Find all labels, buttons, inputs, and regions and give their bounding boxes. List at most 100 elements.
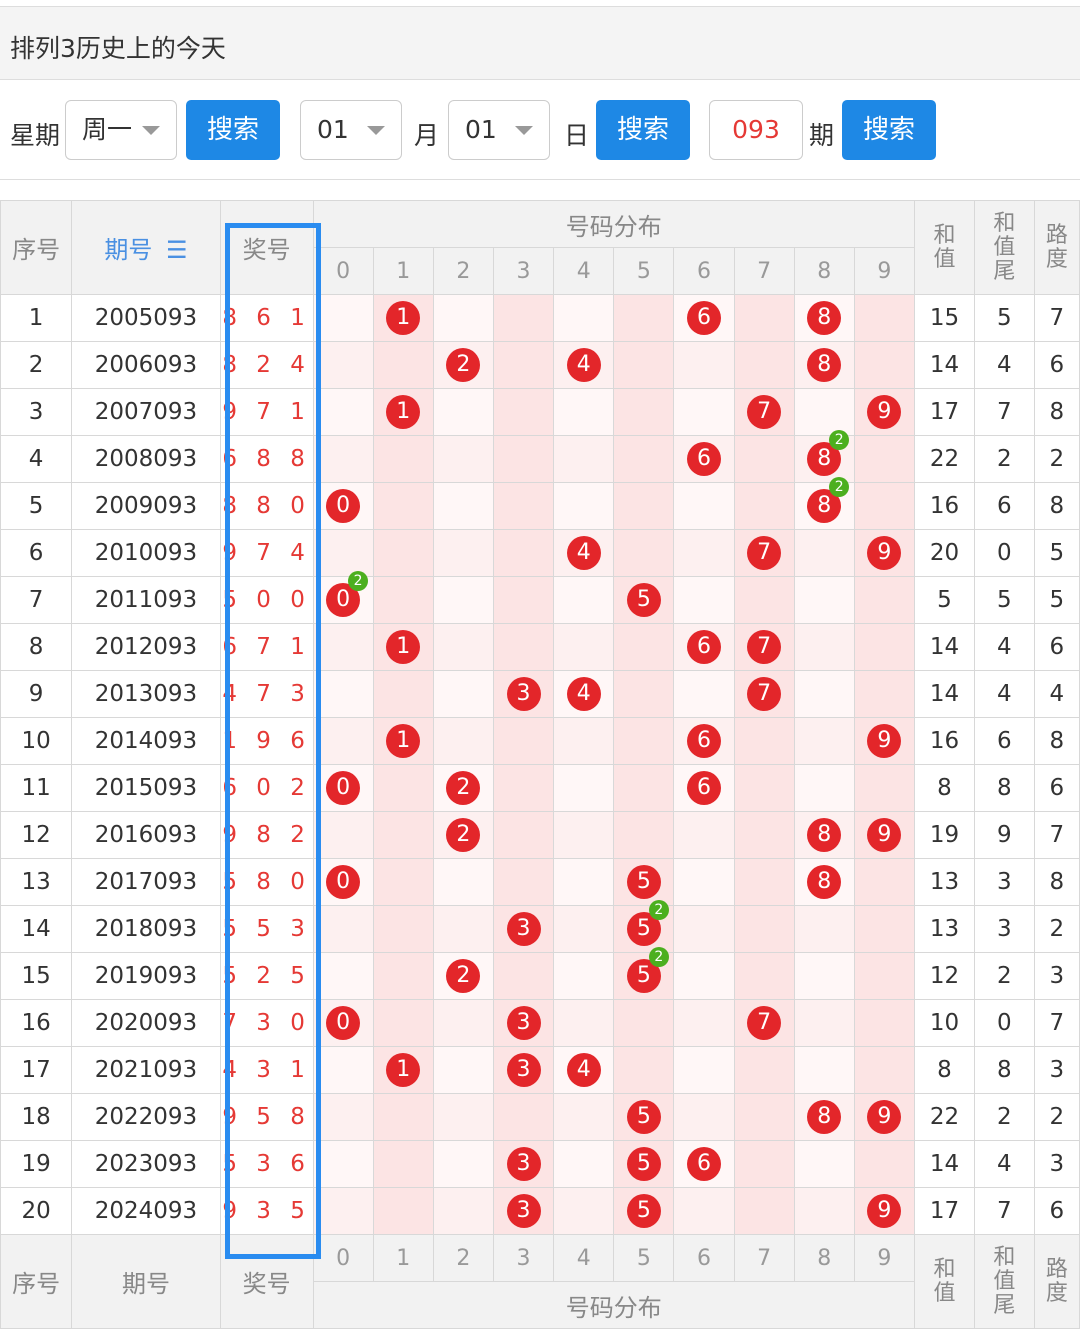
- sum-tail-cell: 7: [973, 1187, 1035, 1235]
- number-ball: 2: [446, 959, 481, 993]
- day-select[interactable]: 01: [448, 100, 550, 160]
- number-ball: 8: [807, 301, 842, 335]
- search-weekday-button[interactable]: 搜索: [186, 100, 280, 160]
- period-cell: 2014093: [71, 717, 221, 765]
- digit-cell: [372, 1093, 434, 1141]
- seq-cell: 7: [0, 576, 73, 624]
- search-issue-button[interactable]: 搜索: [842, 100, 936, 160]
- table-row: 1 2005093 8 6 1 1 6 8 15 5 7: [0, 294, 1080, 342]
- digit-cell: [553, 1140, 615, 1188]
- number-ball: 7: [747, 630, 782, 664]
- prize-cell: 9 3 5: [219, 1187, 314, 1235]
- digit-cell: 0: [312, 482, 374, 530]
- table-row: 19 2023093 5 3 6 3 5 6 14 4 3: [0, 1140, 1080, 1188]
- sum-cell: 22: [913, 435, 975, 483]
- digit-cell: [673, 952, 735, 1000]
- number-ball: 9: [867, 724, 902, 758]
- search-date-button[interactable]: 搜索: [596, 100, 690, 160]
- period-cell: 2017093: [71, 858, 221, 906]
- day-select-value: 01: [465, 115, 497, 144]
- number-ball: 9: [867, 1194, 902, 1228]
- road-cell: 6: [1033, 623, 1080, 671]
- chevron-down-icon: [367, 126, 385, 135]
- road-cell: 2: [1033, 435, 1080, 483]
- digit-cell: [613, 717, 675, 765]
- seq-cell: 5: [0, 482, 73, 530]
- digit-cell: [492, 1093, 555, 1141]
- period-cell: 2007093: [71, 388, 221, 436]
- seq-cell: 3: [0, 388, 73, 436]
- footer-digit: 1: [372, 1234, 434, 1282]
- road-cell: 6: [1033, 1187, 1080, 1235]
- digit-cell: [312, 341, 374, 389]
- number-ball: 5: [626, 1147, 661, 1181]
- digit-cell: [372, 764, 434, 812]
- digit-cell: [673, 341, 735, 389]
- header-digit: 6: [673, 247, 735, 295]
- sum-tail-cell: 2: [973, 435, 1035, 483]
- digit-cell: [673, 529, 735, 577]
- digit-cell: [673, 1046, 735, 1094]
- digit-cell: 5: [613, 1187, 675, 1235]
- sum-tail-cell: 3: [973, 905, 1035, 953]
- header-digit: 4: [553, 247, 615, 295]
- digit-cell: [432, 529, 494, 577]
- digit-cell: [673, 482, 735, 530]
- sum-cell: 15: [913, 294, 975, 342]
- digit-cell: [853, 952, 915, 1000]
- digit-cell: [673, 858, 735, 906]
- digit-cell: 3: [492, 1140, 555, 1188]
- table-row: 18 2022093 9 5 8 5 8 9 22 2 2: [0, 1093, 1080, 1141]
- sum-tail-cell: 4: [973, 1140, 1035, 1188]
- sort-icon[interactable]: ☰: [166, 236, 188, 264]
- sum-cell: 14: [913, 1140, 975, 1188]
- issue-input[interactable]: 093: [709, 100, 803, 160]
- sum-tail-cell: 4: [973, 670, 1035, 718]
- weekday-select[interactable]: 周一: [65, 100, 177, 160]
- digit-cell: 7: [733, 623, 795, 671]
- digit-cell: 5: [613, 858, 675, 906]
- number-ball: 2: [446, 771, 481, 805]
- digit-cell: [372, 576, 434, 624]
- digit-cell: [553, 388, 615, 436]
- digit-cell: [733, 1093, 795, 1141]
- digit-cell: [372, 341, 434, 389]
- month-select-value: 01: [317, 115, 349, 144]
- road-cell: 6: [1033, 764, 1080, 812]
- weekday-select-value: 周一: [82, 115, 133, 144]
- prize-cell: 8 2 4: [219, 341, 314, 389]
- period-cell: 2008093: [71, 435, 221, 483]
- digit-cell: [793, 952, 855, 1000]
- road-cell: 8: [1033, 482, 1080, 530]
- seq-cell: 12: [0, 811, 73, 859]
- digit-cell: [492, 482, 555, 530]
- digit-cell: 0: [312, 858, 374, 906]
- table-row: 2 2006093 8 2 4 2 4 8 14 4 6: [0, 341, 1080, 389]
- digit-cell: [553, 576, 615, 624]
- sum-tail-cell: 5: [973, 576, 1035, 624]
- header-period[interactable]: 期号 ☰: [71, 200, 221, 295]
- seq-cell: 15: [0, 952, 73, 1000]
- digit-cell: [613, 764, 675, 812]
- digit-cell: [613, 294, 675, 342]
- digit-cell: [793, 576, 855, 624]
- digit-cell: 3: [492, 905, 555, 953]
- month-select[interactable]: 01: [300, 100, 402, 160]
- period-cell: 2013093: [71, 670, 221, 718]
- digit-cell: [853, 482, 915, 530]
- digit-cell: 7: [733, 670, 795, 718]
- digit-cell: 2: [432, 341, 494, 389]
- digit-cell: 8: [793, 341, 855, 389]
- number-ball: 6: [686, 724, 721, 758]
- digit-cell: 6: [673, 764, 735, 812]
- number-ball: 2: [446, 348, 481, 382]
- digit-cell: [793, 529, 855, 577]
- digit-cell: [793, 905, 855, 953]
- number-ball: 6: [686, 771, 721, 805]
- digit-cell: [553, 717, 615, 765]
- header-prize: 奖号: [219, 200, 314, 295]
- header-sum: 和 值: [913, 200, 975, 295]
- table-row: 8 2012093 6 7 1 1 6 7 14 4 6: [0, 623, 1080, 671]
- table-row: 9 2013093 4 7 3 3 4 7 14 4 4: [0, 670, 1080, 718]
